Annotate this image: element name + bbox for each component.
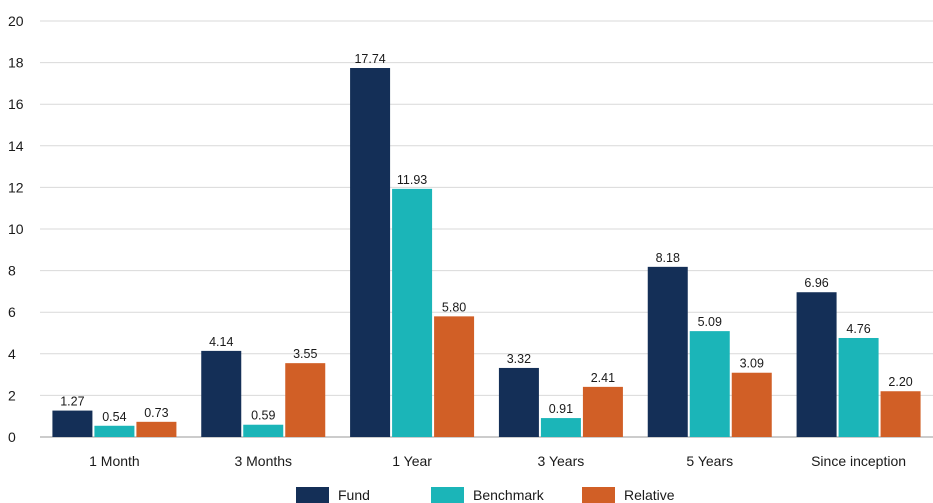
bar-benchmark [94,425,135,437]
data-label: 3.32 [507,352,531,366]
bar-benchmark [392,188,433,437]
legend-label: Benchmark [473,487,545,503]
bar-benchmark [689,331,730,437]
y-tick-label: 16 [8,96,24,112]
bar-fund [647,266,688,437]
y-axis: 0 2 4 6 8 10 12 14 16 18 20 [8,13,24,445]
y-tick-label: 0 [8,429,16,445]
data-label: 0.54 [102,410,126,424]
x-tick-label: 3 Years [538,453,585,469]
data-labels: 1.27 0.54 0.73 4.14 0.59 3.55 17.74 11.93 5.80 3.… [60,52,913,424]
data-label: 5.09 [698,315,722,329]
legend-swatch-benchmark [431,487,464,503]
bar-fund [498,367,539,437]
bar-relative [880,391,921,437]
y-tick-label: 4 [8,346,16,362]
legend-swatch-relative [582,487,615,503]
legend: Fund Benchmark Relative [296,487,675,503]
data-label: 8.18 [656,251,680,265]
data-label: 2.20 [888,375,912,389]
x-axis: 1 Month 3 Months 1 Year 3 Years 5 Years Since… [89,453,906,469]
x-tick-label: 1 Year [392,453,432,469]
x-tick-label: 3 Months [234,453,292,469]
legend-label: Relative [624,487,675,503]
bars [52,68,921,438]
y-tick-label: 2 [8,387,16,403]
data-label: 6.96 [804,276,828,290]
bar-benchmark [243,424,284,437]
data-label: 3.55 [293,347,317,361]
data-label: 4.14 [209,335,233,349]
bar-relative [136,421,177,437]
x-tick-label: Since inception [811,453,906,469]
data-label: 0.59 [251,409,275,423]
bar-fund [201,350,242,437]
y-tick-label: 18 [8,55,24,71]
bar-fund [350,68,391,438]
bar-fund [796,292,837,437]
gridlines [40,20,933,438]
y-tick-label: 10 [8,221,24,237]
x-tick-label: 5 Years [686,453,733,469]
data-label: 5.80 [442,300,466,314]
y-tick-label: 6 [8,304,16,320]
y-tick-label: 8 [8,263,16,279]
data-label: 0.73 [144,406,168,420]
bar-benchmark [540,418,581,437]
bar-fund [52,410,93,437]
data-label: 11.93 [397,173,427,187]
y-tick-label: 12 [8,179,24,195]
bar-relative [285,363,326,437]
bar-relative [434,316,475,437]
x-tick-label: 1 Month [89,453,140,469]
legend-label: Fund [338,487,370,503]
y-tick-label: 14 [8,138,24,154]
data-label: 3.09 [740,357,764,371]
data-label: 0.91 [549,402,573,416]
y-tick-label: 20 [8,13,24,29]
legend-swatch-fund [296,487,329,503]
data-label: 2.41 [591,371,615,385]
data-label: 17.74 [354,52,385,66]
bar-relative [582,386,623,437]
bar-relative [731,372,772,437]
bar-benchmark [838,337,879,437]
data-label: 1.27 [60,395,84,409]
data-label: 4.76 [846,322,870,336]
